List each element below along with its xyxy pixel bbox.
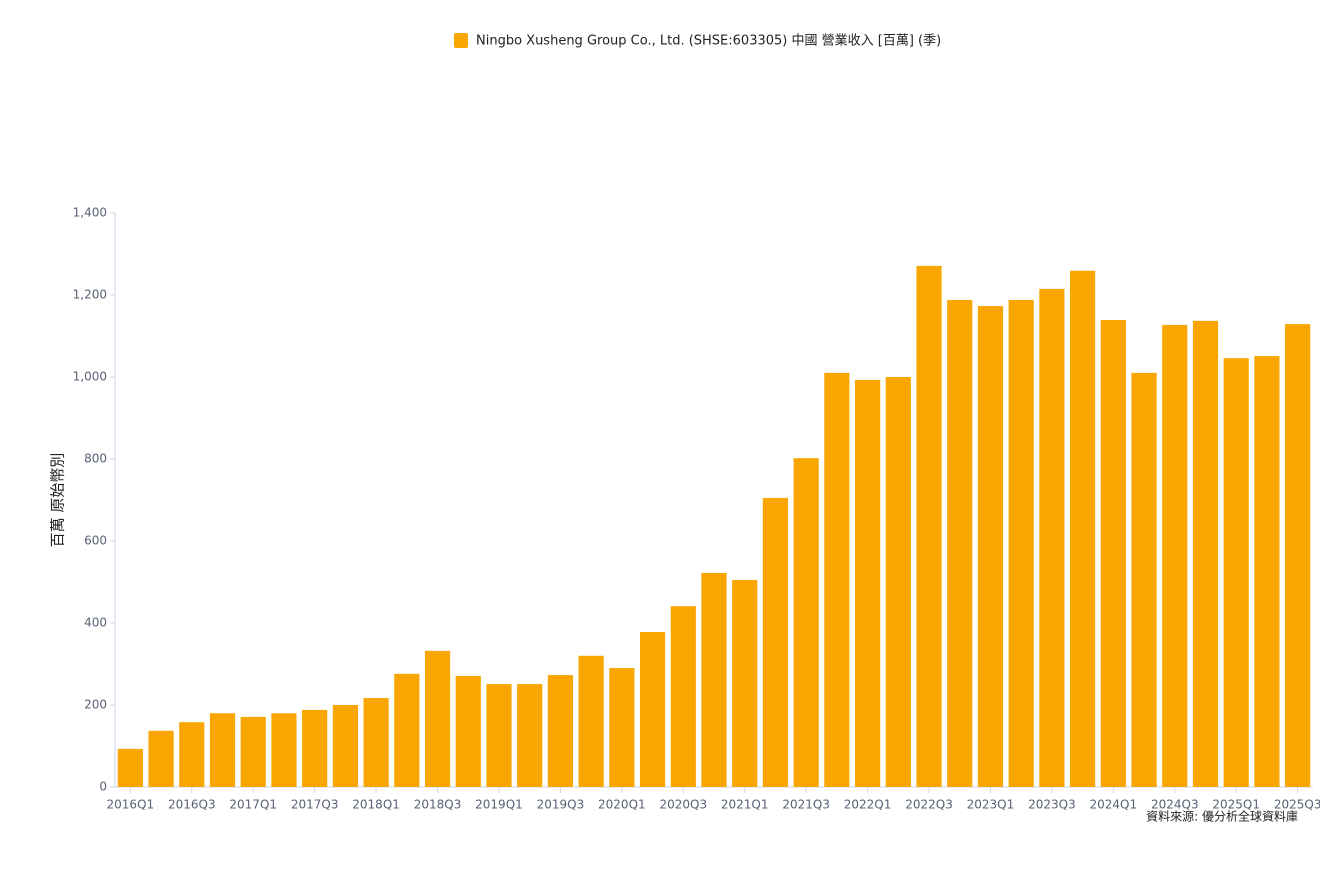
y-tick-label: 600 (84, 534, 107, 548)
y-tick-label: 800 (84, 452, 107, 466)
x-tick-label: 2017Q3 (291, 798, 339, 812)
bar (209, 713, 236, 787)
bar (1285, 324, 1311, 787)
bar (1039, 288, 1065, 787)
bar (271, 713, 297, 787)
bar (885, 377, 911, 787)
x-tick-label: 2024Q1 (1090, 798, 1138, 812)
bar (793, 458, 819, 787)
bar (547, 675, 574, 787)
bar (363, 698, 389, 787)
bar (148, 730, 174, 787)
bar (1131, 372, 1157, 787)
bar (824, 372, 850, 787)
x-tick-label: 2020Q1 (598, 798, 646, 812)
bar (394, 673, 420, 787)
bar (424, 650, 451, 787)
x-tick-label: 2022Q3 (905, 798, 953, 812)
bar (609, 668, 635, 787)
bar (762, 497, 789, 787)
x-tick-label: 2022Q1 (844, 798, 892, 812)
y-tick-label: 1,400 (73, 206, 107, 220)
x-tick-label: 2021Q1 (721, 798, 769, 812)
bar (1223, 358, 1249, 787)
bar (117, 748, 143, 787)
bar (1254, 356, 1280, 787)
bar (639, 632, 666, 787)
bar (1192, 320, 1219, 787)
bar (1100, 320, 1126, 787)
bar (240, 716, 266, 787)
x-tick-label: 2020Q3 (659, 798, 707, 812)
y-tick-label: 0 (99, 780, 107, 794)
bar (1070, 270, 1096, 787)
x-tick-label: 2018Q1 (352, 798, 400, 812)
bar (332, 705, 358, 787)
x-tick-label: 2016Q1 (107, 798, 155, 812)
bar (578, 655, 604, 787)
x-tick-label: 2024Q3 (1151, 798, 1199, 812)
bar (455, 675, 481, 787)
bar (916, 265, 942, 787)
x-tick-label: 2019Q3 (537, 798, 585, 812)
bar (1008, 299, 1034, 787)
x-tick-label: 2018Q3 (414, 798, 462, 812)
x-tick-label: 2023Q1 (967, 798, 1015, 812)
bar (302, 709, 328, 787)
bar (701, 572, 727, 787)
bar (977, 306, 1004, 787)
x-tick-label: 2017Q1 (229, 798, 277, 812)
x-tick-label: 2019Q1 (475, 798, 523, 812)
x-tick-label: 2025Q1 (1212, 798, 1260, 812)
y-tick-label: 200 (84, 698, 107, 712)
bar (179, 722, 205, 787)
bar (670, 606, 696, 787)
bar (947, 299, 973, 787)
bar (854, 379, 881, 787)
x-tick-label: 2023Q3 (1028, 798, 1076, 812)
x-tick-label: 2021Q3 (782, 798, 830, 812)
bar (1162, 324, 1188, 787)
bar (517, 684, 543, 787)
y-tick-label: 1,000 (73, 370, 107, 384)
bar (486, 684, 512, 787)
legend-label[interactable]: Ningbo Xusheng Group Co., Ltd. (SHSE:603… (476, 33, 941, 49)
source-note: 資料來源: 優分析全球資料庫 (1146, 809, 1298, 824)
legend-swatch (454, 33, 468, 48)
bar (732, 579, 758, 787)
y-tick-label: 1,200 (73, 288, 107, 302)
y-axis-label: 百萬 原始幣別 (49, 453, 67, 548)
x-tick-label: 2016Q3 (168, 798, 216, 812)
y-tick-label: 400 (84, 616, 107, 630)
x-tick-label: 2025Q3 (1274, 798, 1320, 812)
